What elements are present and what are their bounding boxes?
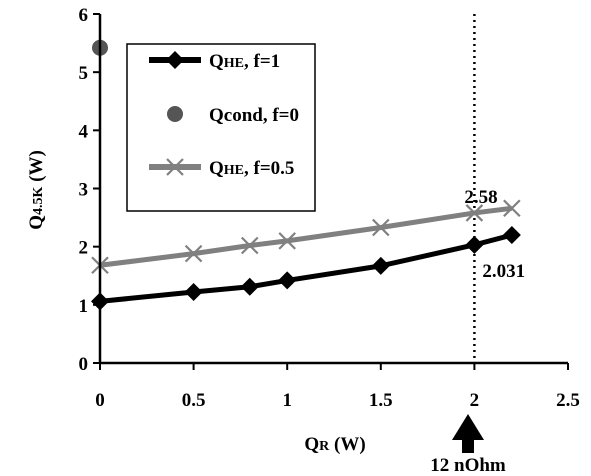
legend-label-1: QHE, f=1 (209, 51, 280, 72)
y-axis-label: Q4.5K (W) (26, 150, 47, 230)
x-tick-label: 2.5 (556, 390, 580, 411)
series-line-1 (99, 232, 513, 304)
data-point-diamond (502, 226, 521, 245)
legend-entry-2: Qcond, f=0 (167, 105, 299, 126)
annotation-label: 2.031 (482, 261, 525, 282)
y-tick-label: 1 (79, 296, 89, 317)
data-point-x (503, 199, 521, 218)
x-tick-label: 1 (282, 390, 292, 411)
arrow-up-icon (452, 414, 484, 453)
x-tick-label: 0.5 (182, 390, 206, 411)
legend: QHE, f=1 Qcond, f=0 QHE, f=0.5 (126, 43, 316, 212)
data-point-x (240, 236, 259, 255)
legend-label-3: QHE, f=0.5 (209, 158, 294, 179)
x-tick-label: 1.5 (369, 390, 393, 411)
y-tick-label: 2 (79, 238, 89, 259)
x-axis-label: QR (W) (304, 434, 365, 455)
x-tick-label: 2 (470, 390, 480, 411)
x-tick-label: 0 (95, 390, 105, 411)
legend-marker-circle (167, 106, 183, 122)
legend-entry-1: QHE, f=1 (149, 51, 280, 72)
data-point-x (184, 244, 203, 263)
arrow-label: 12 nOhm (430, 455, 506, 476)
legend-entry-3: QHE, f=0.5 (149, 158, 294, 179)
series-line-3 (99, 205, 513, 268)
y-tick-label: 6 (79, 5, 89, 26)
y-tick-label: 5 (79, 63, 89, 84)
y-tick-label: 4 (79, 121, 89, 142)
data-point-diamond (184, 283, 203, 302)
data-point-diamond (371, 256, 390, 275)
y-tick-label: 0 (79, 354, 89, 375)
data-point-diamond (465, 235, 484, 254)
data-point-x (465, 204, 484, 222)
legend-label-2: Qcond, f=0 (209, 105, 299, 126)
legend-marker-diamond (166, 51, 184, 69)
axes: 0 1 2 3 4 5 6 0 0.5 1 1.5 2 2.5 (79, 5, 580, 411)
data-point-diamond (278, 271, 297, 290)
legend-marker-x (166, 158, 184, 176)
legend-box (126, 43, 316, 212)
plot-marks: 2.58 2.031 (91, 14, 525, 363)
data-point-x (278, 232, 296, 250)
annotation-label: 2.58 (464, 187, 497, 208)
data-point-diamond (240, 277, 259, 296)
data-point-x (372, 218, 390, 237)
y-tick-label: 3 (79, 180, 89, 201)
